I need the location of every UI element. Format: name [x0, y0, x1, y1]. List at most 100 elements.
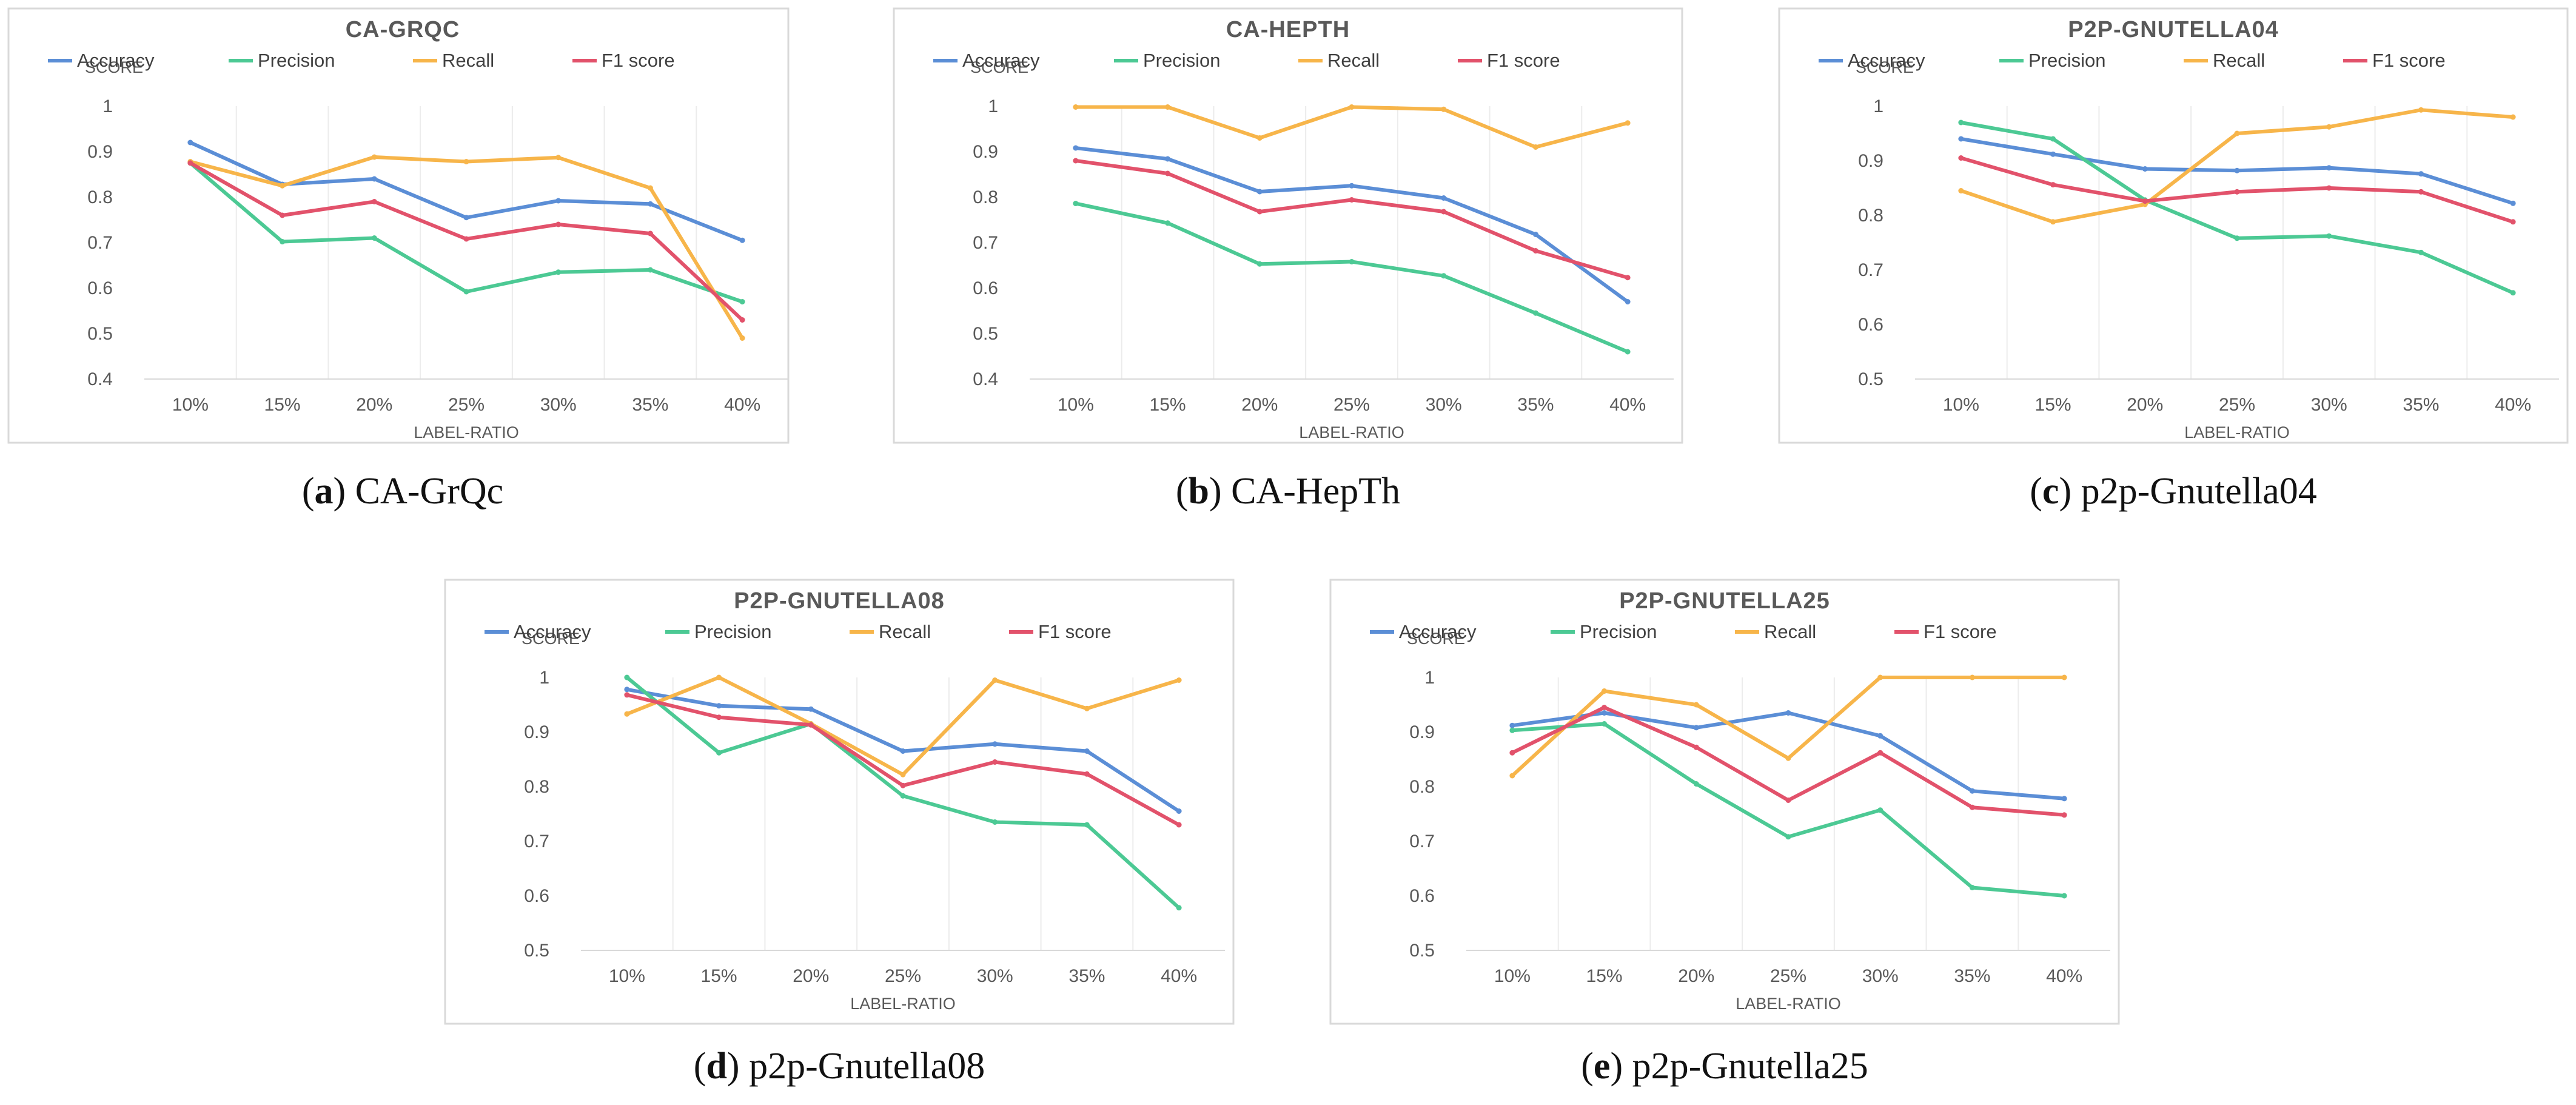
data-point-precision	[1441, 273, 1447, 279]
data-point-f1	[716, 714, 722, 720]
x-tick-label: 40%	[724, 395, 760, 415]
y-tick-label: 0.5	[87, 324, 113, 344]
data-point-accuracy	[900, 748, 906, 754]
caption-paren-close: )	[1610, 1046, 1632, 1087]
chart-title: P2P-GNUTELLA04	[2068, 17, 2279, 42]
data-point-f1	[1693, 744, 1699, 750]
y-tick-label: 0.9	[973, 142, 998, 162]
caption-paren-open: (	[302, 471, 315, 512]
legend-item-f1: F1 score	[1009, 621, 1112, 642]
legend-item-recall: Recall	[2184, 50, 2265, 71]
x-tick-label: 30%	[540, 395, 577, 415]
data-point-precision	[1165, 220, 1171, 226]
data-point-f1	[1625, 275, 1631, 281]
data-point-recall	[1256, 135, 1263, 141]
y-tick-label: 0.8	[1409, 777, 1435, 797]
y-axis-title: SCORE	[970, 58, 1028, 76]
data-point-f1	[1532, 248, 1538, 254]
x-tick-label: 25%	[448, 395, 485, 415]
data-point-recall	[2510, 114, 2516, 120]
y-tick-label: 0.7	[1409, 831, 1435, 851]
data-point-recall	[1625, 120, 1631, 126]
data-point-recall	[1441, 106, 1447, 112]
legend-item-precision: Precision	[1114, 50, 1221, 71]
chart-title: CA-GRQC	[346, 17, 460, 42]
data-point-recall	[1073, 104, 1079, 110]
series-f1	[1073, 158, 1631, 281]
data-point-f1	[187, 160, 193, 166]
data-point-f1	[1958, 155, 1964, 161]
legend-label-precision: Precision	[694, 621, 772, 642]
data-point-precision	[2418, 249, 2424, 255]
data-point-accuracy	[992, 741, 998, 747]
data-point-f1	[1256, 209, 1263, 215]
data-point-recall	[647, 185, 653, 191]
legend-label-precision: Precision	[1580, 621, 1657, 642]
data-point-recall	[716, 674, 722, 680]
data-point-f1	[808, 722, 814, 728]
chart-frame	[7, 7, 790, 444]
caption-text: p2p-Gnutella04	[2081, 471, 2317, 512]
x-tick-label: 20%	[2127, 395, 2163, 415]
legend-label-recall: Recall	[1764, 621, 1816, 642]
x-tick-label: 15%	[1150, 395, 1186, 415]
data-point-accuracy	[371, 176, 377, 182]
legend-label-precision: Precision	[1143, 50, 1221, 71]
data-point-precision	[1084, 822, 1090, 828]
series-f1	[624, 692, 1182, 828]
series-accuracy	[624, 687, 1182, 814]
y-axis-title: SCORE	[1856, 58, 1914, 76]
caption-text: p2p-Gnutella08	[749, 1046, 985, 1087]
panel-caption: (d) p2p-Gnutella08	[694, 1046, 985, 1087]
legend-label-f1: F1 score	[1924, 621, 1997, 642]
data-point-f1	[2061, 812, 2067, 818]
caption-paren-close: )	[1209, 471, 1231, 512]
x-tick-label: 30%	[977, 966, 1013, 986]
chart-panel-a: CA-GRQC SCORE 0.4 0.5 0.6 0.7 0.8 0.9 1 10% 15% 20%…	[7, 7, 790, 512]
data-point-f1	[1877, 750, 1883, 756]
legend-label-accuracy: Accuracy	[77, 50, 155, 71]
legend-item-f1: F1 score	[2343, 50, 2446, 71]
data-point-f1	[647, 230, 653, 237]
data-point-recall	[1165, 104, 1171, 110]
data-point-accuracy	[1176, 808, 1182, 814]
caption-paren-open: (	[1581, 1046, 1594, 1087]
data-point-f1	[463, 236, 469, 242]
data-point-f1	[1165, 170, 1171, 176]
data-point-recall	[992, 677, 998, 683]
data-point-f1	[280, 212, 286, 218]
data-point-precision	[2234, 235, 2240, 241]
series-precision	[1073, 201, 1631, 355]
x-tick-label: 10%	[1943, 395, 1979, 415]
x-tick-label: 20%	[1678, 966, 1714, 986]
chart-panel-b: CA-HEPTH SCORE 0.4 0.5 0.6 0.7 0.8 0.9 1 10% 15% 20…	[893, 7, 1683, 512]
data-point-f1	[1602, 705, 1608, 710]
data-point-accuracy	[2142, 166, 2148, 172]
x-tick-label: 15%	[264, 395, 301, 415]
data-point-precision	[624, 674, 630, 680]
data-point-f1	[1176, 822, 1182, 828]
legend-label-precision: Precision	[2028, 50, 2106, 71]
data-point-recall	[2418, 107, 2424, 113]
x-tick-label: 40%	[1609, 395, 1646, 415]
y-tick-label: 0.7	[87, 233, 113, 253]
data-point-f1	[624, 692, 630, 698]
panel-caption: (e) p2p-Gnutella25	[1581, 1046, 1868, 1087]
data-point-accuracy	[1073, 145, 1079, 151]
y-tick-label: 1	[539, 668, 549, 688]
y-tick-label: 0.8	[1858, 206, 1883, 226]
legend-label-accuracy: Accuracy	[962, 50, 1040, 71]
x-tick-label: 10%	[172, 395, 209, 415]
data-point-precision	[647, 267, 653, 273]
data-point-recall	[1785, 755, 1791, 761]
caption-paren-close: )	[2059, 471, 2081, 512]
data-point-accuracy	[1877, 733, 1883, 739]
y-tick-label: 0.9	[87, 142, 113, 162]
data-point-f1	[2234, 189, 2240, 195]
data-point-f1	[2510, 219, 2516, 225]
legend-label-recall: Recall	[2213, 50, 2265, 71]
data-point-f1	[2050, 182, 2056, 188]
series-f1	[1958, 155, 2516, 225]
data-point-precision	[2050, 136, 2056, 142]
legend-label-accuracy: Accuracy	[1848, 50, 1925, 71]
